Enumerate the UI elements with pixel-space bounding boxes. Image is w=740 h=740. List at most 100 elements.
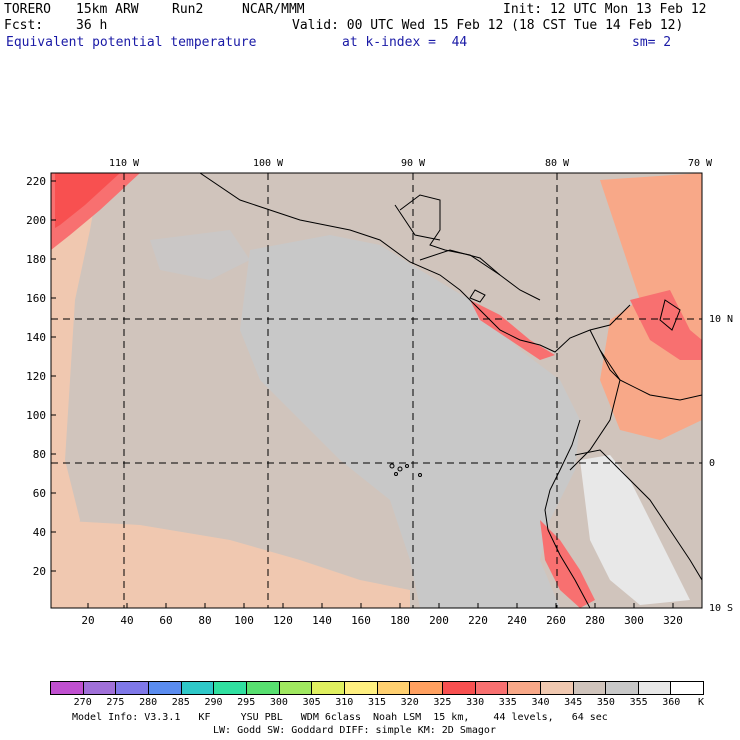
x-tick-label: 220	[468, 614, 488, 627]
south-america-west	[544, 419, 591, 608]
resolution-label: 15km ARW	[76, 2, 139, 17]
colorbar-swatch	[540, 682, 574, 694]
colorbar-swatch	[573, 682, 607, 694]
x-tick-label: 260	[546, 614, 566, 627]
lon-label: 70 W	[688, 158, 713, 169]
mexico-coast	[199, 173, 631, 353]
valid-time: Valid: 00 UTC Wed 15 Feb 12 (18 CST Tue …	[292, 18, 684, 33]
y-tick-label: 100	[26, 409, 46, 422]
model-name: TORERO	[4, 2, 51, 17]
y-tick-label: 220	[26, 175, 46, 188]
colorbar-label: 350	[596, 697, 615, 708]
colorbar-swatch	[214, 682, 247, 694]
y-tick-label: 60	[33, 487, 46, 500]
x-tick-label: 180	[390, 614, 410, 627]
y-tick-label: 20	[33, 565, 46, 578]
lat-label: 10 S	[709, 603, 733, 614]
x-tick-label: 140	[312, 614, 332, 627]
colorbar-label: 320	[400, 697, 419, 708]
x-tick-label: 320	[663, 614, 683, 627]
y-tick-label: 80	[33, 448, 46, 461]
colorbar-label: 325	[433, 697, 452, 708]
map-frame	[50, 172, 703, 609]
colorbar-swatch	[344, 682, 378, 694]
colorbar-swatch	[638, 682, 672, 694]
colorbar-label: 285	[171, 697, 190, 708]
x-tick-label: 40	[120, 614, 133, 627]
colorbar-label: 300	[269, 697, 288, 708]
colorbar-label: 295	[237, 697, 256, 708]
peru-border	[619, 469, 702, 581]
colorbar-label: 360	[662, 697, 681, 708]
gulf-coast	[399, 194, 541, 301]
x-tick-label: 100	[234, 614, 254, 627]
x-tick-label: 160	[351, 614, 371, 627]
field-name: Equivalent potential temperature	[6, 35, 257, 50]
colorbar-label: 290	[204, 697, 223, 708]
lon-label: 100 W	[253, 158, 284, 169]
model-info-line: Model Info: V3.3.1 KF YSU PBL WDM 6class…	[72, 712, 608, 723]
field-cool-patch	[150, 230, 250, 280]
lon-label: 80 W	[545, 158, 570, 169]
colorbar-label: 270	[73, 697, 92, 708]
field-cold-andes	[580, 455, 690, 605]
lat-label: 0	[709, 458, 715, 469]
y-axis-labels: 220 200 180 160 140 120 100 80 60 40 20	[26, 175, 46, 578]
colorbar-swatch	[116, 682, 149, 694]
y-tick-label: 140	[26, 331, 46, 344]
x-tick-label: 300	[624, 614, 644, 627]
colombia-border	[569, 349, 621, 471]
x-tick-label: 280	[585, 614, 605, 627]
galapagos-islands	[389, 463, 422, 477]
latlon-grid	[51, 173, 702, 608]
colorbar-swatch	[83, 682, 117, 694]
coastlines	[199, 173, 702, 608]
y-tick-label: 120	[26, 370, 46, 383]
field-hottest-northwest	[55, 173, 120, 228]
colorbar-label: 275	[106, 697, 125, 708]
lat-label: 10 N	[709, 314, 733, 325]
colorbar-swatch	[51, 682, 84, 694]
forecast-label: Fcst:	[4, 18, 44, 33]
y-tick-label: 40	[33, 526, 46, 539]
colorbar-swatch	[671, 682, 704, 694]
colorbar-label: 305	[302, 697, 321, 708]
level-label: at k-index = 44	[342, 35, 468, 50]
x-tick-label: 240	[507, 614, 527, 627]
x-tick-label: 60	[159, 614, 172, 627]
y-tick-label: 200	[26, 214, 46, 227]
colorbar-swatch	[312, 682, 345, 694]
colorbar-label: 315	[367, 697, 387, 708]
colorbar-swatch	[508, 682, 541, 694]
colorbar-label: 280	[139, 697, 158, 708]
colorbar-label: 345	[564, 697, 583, 708]
field-warm-west	[51, 173, 100, 608]
lon-label: 90 W	[401, 158, 426, 169]
x-axis-labels: 20 40 60 80 100 120 140 160 180 200 220 240 260 280 30…	[81, 614, 683, 627]
yucatan	[394, 204, 441, 241]
lon-label: 110 W	[109, 158, 140, 169]
smoothing-label: sm= 2	[632, 35, 672, 50]
colorbar-swatch	[475, 682, 509, 694]
colorbar-swatch	[246, 682, 280, 694]
colorbar-swatch	[148, 682, 182, 694]
init-time: Init: 12 UTC Mon 13 Feb 12	[503, 2, 707, 17]
colorbar-swatch	[279, 682, 313, 694]
longitude-labels: 110 W 100 W 90 W 80 W 70 W	[109, 158, 713, 169]
field-warm-centralamerica	[470, 300, 555, 360]
colorbar-label: 335	[498, 697, 517, 708]
physics-info-line: LW: Godd SW: Goddard DIFF: simple KM: 2D…	[213, 725, 496, 736]
field-warm-southwest	[51, 520, 410, 608]
axis-ticks	[51, 180, 674, 608]
colorbar-swatch	[442, 682, 476, 694]
ecuador-border	[574, 449, 621, 471]
latitude-labels: 10 N 0 10 S	[709, 314, 733, 614]
colorbar-label: 340	[531, 697, 550, 708]
org-label: NCAR/MMM	[242, 2, 305, 17]
x-tick-label: 200	[429, 614, 449, 627]
colorbar-label: 310	[335, 697, 354, 708]
colorbar-label: 355	[629, 697, 648, 708]
colorbar-swatch	[410, 682, 443, 694]
honduras-border	[419, 249, 501, 276]
